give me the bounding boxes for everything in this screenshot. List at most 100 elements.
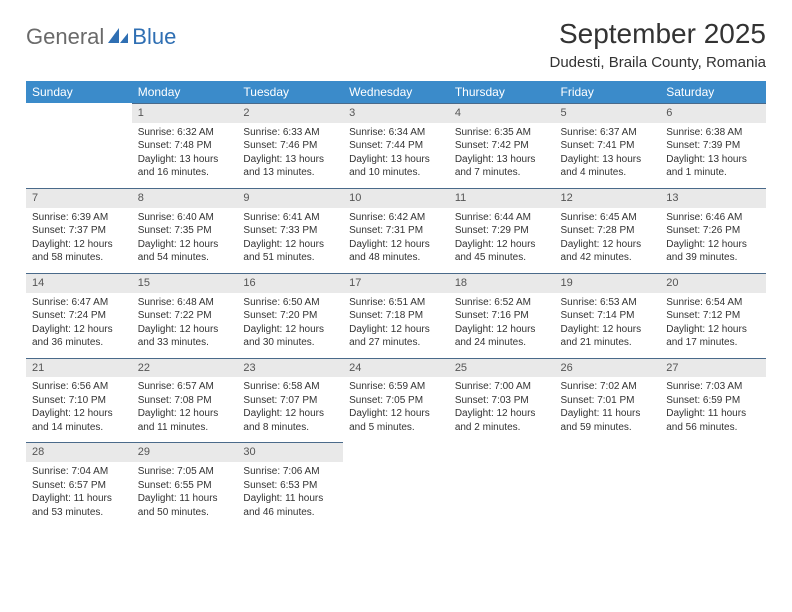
- daylight-text: Daylight: 12 hours and 21 minutes.: [561, 323, 655, 350]
- day-number: 15: [132, 273, 238, 293]
- page: General Blue September 2025 Dudesti, Bra…: [0, 0, 792, 545]
- calendar-day-cell: [26, 103, 132, 188]
- sunset-text: Sunset: 7:33 PM: [243, 224, 337, 238]
- sunset-text: Sunset: 7:10 PM: [32, 394, 126, 408]
- day-number: 10: [343, 188, 449, 208]
- calendar-day-cell: 20Sunrise: 6:54 AMSunset: 7:12 PMDayligh…: [660, 273, 766, 358]
- daylight-text: Daylight: 12 hours and 36 minutes.: [32, 323, 126, 350]
- weekday-header: Wednesday: [343, 81, 449, 103]
- day-number: 30: [237, 442, 343, 462]
- calendar-day-cell: 13Sunrise: 6:46 AMSunset: 7:26 PMDayligh…: [660, 188, 766, 273]
- calendar-day-cell: 1Sunrise: 6:32 AMSunset: 7:48 PMDaylight…: [132, 103, 238, 188]
- sunrise-text: Sunrise: 6:47 AM: [32, 296, 126, 310]
- calendar-day-cell: 25Sunrise: 7:00 AMSunset: 7:03 PMDayligh…: [449, 358, 555, 443]
- day-number: 26: [555, 358, 661, 378]
- daylight-text: Daylight: 12 hours and 14 minutes.: [32, 407, 126, 434]
- sunrise-text: Sunrise: 6:58 AM: [243, 380, 337, 394]
- sunrise-text: Sunrise: 6:54 AM: [666, 296, 760, 310]
- sunset-text: Sunset: 7:39 PM: [666, 139, 760, 153]
- sunset-text: Sunset: 7:35 PM: [138, 224, 232, 238]
- day-body: Sunrise: 6:56 AMSunset: 7:10 PMDaylight:…: [26, 377, 132, 442]
- day-body: Sunrise: 6:45 AMSunset: 7:28 PMDaylight:…: [555, 208, 661, 273]
- sunset-text: Sunset: 7:18 PM: [349, 309, 443, 323]
- calendar-table: Sunday Monday Tuesday Wednesday Thursday…: [26, 81, 766, 527]
- day-body: Sunrise: 7:03 AMSunset: 6:59 PMDaylight:…: [660, 377, 766, 442]
- sunrise-text: Sunrise: 6:33 AM: [243, 126, 337, 140]
- day-body: [555, 447, 661, 499]
- weekday-header: Thursday: [449, 81, 555, 103]
- day-body: Sunrise: 6:59 AMSunset: 7:05 PMDaylight:…: [343, 377, 449, 442]
- calendar-week-row: 14Sunrise: 6:47 AMSunset: 7:24 PMDayligh…: [26, 273, 766, 358]
- logo-text-general: General: [26, 24, 104, 50]
- calendar-week-row: 1Sunrise: 6:32 AMSunset: 7:48 PMDaylight…: [26, 103, 766, 188]
- sunset-text: Sunset: 7:44 PM: [349, 139, 443, 153]
- weekday-header: Saturday: [660, 81, 766, 103]
- sunset-text: Sunset: 7:29 PM: [455, 224, 549, 238]
- sunrise-text: Sunrise: 6:41 AM: [243, 211, 337, 225]
- daylight-text: Daylight: 12 hours and 30 minutes.: [243, 323, 337, 350]
- sunrise-text: Sunrise: 6:51 AM: [349, 296, 443, 310]
- sunrise-text: Sunrise: 6:44 AM: [455, 211, 549, 225]
- sunset-text: Sunset: 7:05 PM: [349, 394, 443, 408]
- sunset-text: Sunset: 7:31 PM: [349, 224, 443, 238]
- calendar-week-row: 7Sunrise: 6:39 AMSunset: 7:37 PMDaylight…: [26, 188, 766, 273]
- day-number: 9: [237, 188, 343, 208]
- sunset-text: Sunset: 7:03 PM: [455, 394, 549, 408]
- calendar-day-cell: 8Sunrise: 6:40 AMSunset: 7:35 PMDaylight…: [132, 188, 238, 273]
- day-number: 2: [237, 103, 343, 123]
- day-body: Sunrise: 7:05 AMSunset: 6:55 PMDaylight:…: [132, 462, 238, 527]
- sunset-text: Sunset: 7:07 PM: [243, 394, 337, 408]
- day-body: Sunrise: 6:41 AMSunset: 7:33 PMDaylight:…: [237, 208, 343, 273]
- day-number: 7: [26, 188, 132, 208]
- sunrise-text: Sunrise: 6:50 AM: [243, 296, 337, 310]
- calendar-day-cell: 29Sunrise: 7:05 AMSunset: 6:55 PMDayligh…: [132, 442, 238, 527]
- sunset-text: Sunset: 7:41 PM: [561, 139, 655, 153]
- day-number: 25: [449, 358, 555, 378]
- sunrise-text: Sunrise: 7:06 AM: [243, 465, 337, 479]
- sunrise-text: Sunrise: 6:53 AM: [561, 296, 655, 310]
- day-number: 24: [343, 358, 449, 378]
- day-number: 18: [449, 273, 555, 293]
- daylight-text: Daylight: 11 hours and 53 minutes.: [32, 492, 126, 519]
- daylight-text: Daylight: 13 hours and 4 minutes.: [561, 153, 655, 180]
- day-number: 8: [132, 188, 238, 208]
- calendar-header-row: Sunday Monday Tuesday Wednesday Thursday…: [26, 81, 766, 103]
- day-body: Sunrise: 6:54 AMSunset: 7:12 PMDaylight:…: [660, 293, 766, 358]
- day-body: Sunrise: 6:53 AMSunset: 7:14 PMDaylight:…: [555, 293, 661, 358]
- calendar-day-cell: 23 Sunrise: 6:58 AMSunset: 7:07 PMDayligh…: [237, 358, 343, 443]
- sunrise-text: Sunrise: 6:34 AM: [349, 126, 443, 140]
- day-number: 21: [26, 358, 132, 378]
- sunset-text: Sunset: 7:20 PM: [243, 309, 337, 323]
- day-number: 4: [449, 103, 555, 123]
- calendar-day-cell: 26Sunrise: 7:02 AMSunset: 7:01 PMDayligh…: [555, 358, 661, 443]
- daylight-text: Daylight: 12 hours and 39 minutes.: [666, 238, 760, 265]
- day-number: 29: [132, 442, 238, 462]
- calendar-week-row: 28Sunrise: 7:04 AMSunset: 6:57 PMDayligh…: [26, 442, 766, 527]
- calendar-day-cell: [660, 442, 766, 527]
- day-number: 19: [555, 273, 661, 293]
- logo: General Blue: [26, 24, 176, 50]
- day-number: 6: [660, 103, 766, 123]
- day-body: Sunrise: 6:34 AMSunset: 7:44 PMDaylight:…: [343, 123, 449, 188]
- calendar-day-cell: 4Sunrise: 6:35 AMSunset: 7:42 PMDaylight…: [449, 103, 555, 188]
- calendar-day-cell: 12Sunrise: 6:45 AMSunset: 7:28 PMDayligh…: [555, 188, 661, 273]
- daylight-text: Daylight: 12 hours and 8 minutes.: [243, 407, 337, 434]
- sunrise-text: Sunrise: 7:04 AM: [32, 465, 126, 479]
- day-body: Sunrise: 6:35 AMSunset: 7:42 PMDaylight:…: [449, 123, 555, 188]
- calendar-day-cell: 5Sunrise: 6:37 AMSunset: 7:41 PMDaylight…: [555, 103, 661, 188]
- sunset-text: Sunset: 7:46 PM: [243, 139, 337, 153]
- daylight-text: Daylight: 12 hours and 51 minutes.: [243, 238, 337, 265]
- day-body: Sunrise: 6:46 AMSunset: 7:26 PMDaylight:…: [660, 208, 766, 273]
- day-number: 20: [660, 273, 766, 293]
- daylight-text: Daylight: 12 hours and 17 minutes.: [666, 323, 760, 350]
- day-number: 14: [26, 273, 132, 293]
- sunset-text: Sunset: 7:12 PM: [666, 309, 760, 323]
- day-body: Sunrise: 6:33 AMSunset: 7:46 PMDaylight:…: [237, 123, 343, 188]
- day-body: Sunrise: 7:04 AMSunset: 6:57 PMDaylight:…: [26, 462, 132, 527]
- sunrise-text: Sunrise: 6:38 AM: [666, 126, 760, 140]
- weekday-header: Tuesday: [237, 81, 343, 103]
- daylight-text: Daylight: 11 hours and 56 minutes.: [666, 407, 760, 434]
- day-body: [449, 447, 555, 499]
- day-number: 23: [237, 358, 343, 378]
- daylight-text: Daylight: 12 hours and 33 minutes.: [138, 323, 232, 350]
